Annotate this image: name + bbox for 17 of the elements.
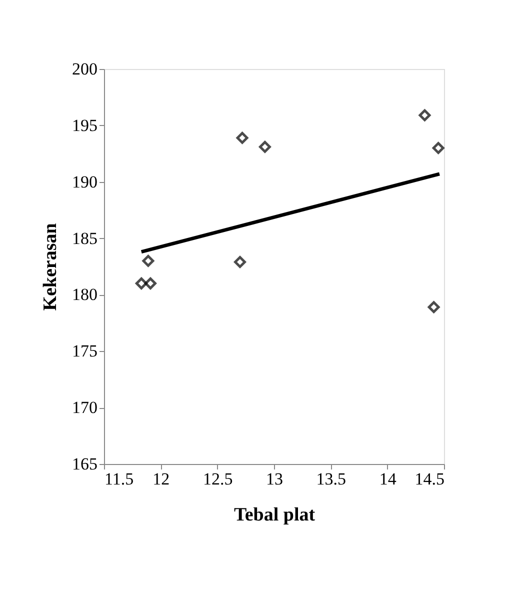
y-tick-label: 165: [72, 454, 98, 474]
y-tick-label: 180: [72, 285, 98, 304]
y-tick-label: 175: [72, 342, 98, 361]
y-tick-label: 195: [72, 116, 98, 135]
x-axis-title: Tebal plat: [234, 504, 316, 526]
y-tick-label: 170: [72, 398, 98, 418]
y-tick-label: 200: [72, 60, 98, 78]
x-tick-label: 12: [152, 470, 170, 488]
x-tick-label: 14: [379, 470, 397, 488]
x-tick-label: 13.5: [316, 470, 346, 488]
x-tick-label: 12.5: [202, 470, 233, 488]
y-tick-label: 190: [72, 172, 98, 192]
x-tick-label: 11.5: [104, 470, 134, 488]
y-axis-title: Kekerasan: [40, 222, 61, 311]
x-tick-label: 13: [266, 470, 283, 488]
y-tick-label: 185: [72, 228, 98, 248]
x-tick-label: 14.5: [414, 470, 444, 488]
